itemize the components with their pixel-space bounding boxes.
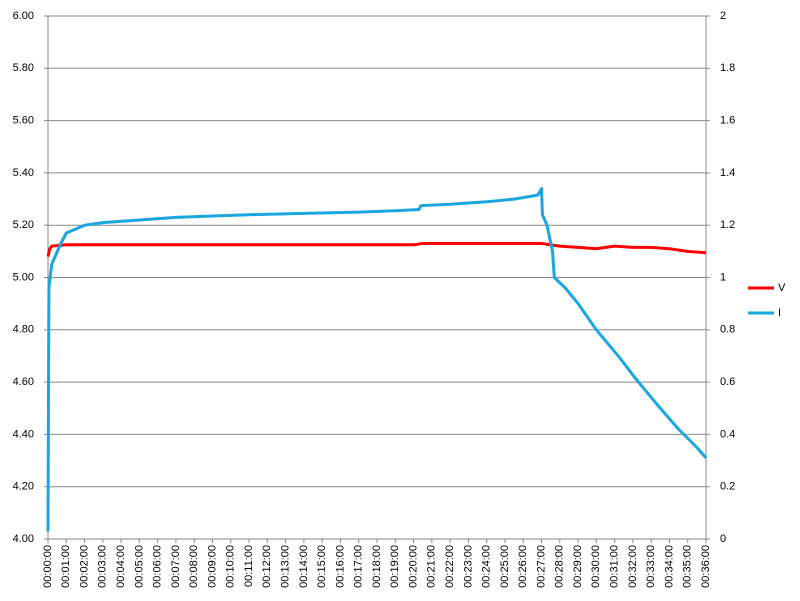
- x-tick-label: 00:14:00: [298, 545, 310, 588]
- y2-tick-label: 1.8: [720, 62, 735, 74]
- y-tick-label: 4.40: [13, 428, 34, 440]
- x-tick-label: 00:02:00: [78, 545, 90, 588]
- y2-tick-label: 0.2: [720, 481, 735, 493]
- x-tick-label: 00:13:00: [280, 545, 292, 588]
- y-tick-label: 5.80: [13, 62, 34, 74]
- legend-label: V: [778, 282, 786, 294]
- y-tick-label: 4.80: [13, 324, 34, 336]
- legend-label: I: [778, 307, 781, 319]
- y2-tick-label: 2: [720, 10, 726, 22]
- x-tick-label: 00:12:00: [261, 545, 273, 588]
- x-tick-label: 00:35:00: [682, 545, 694, 588]
- y-tick-label: 5.00: [13, 271, 34, 283]
- x-tick-label: 00:05:00: [133, 545, 145, 588]
- x-tick-label: 00:29:00: [572, 545, 584, 588]
- y2-tick-label: 1: [720, 271, 726, 283]
- y-tick-label: 4.60: [13, 376, 34, 388]
- x-tick-label: 00:01:00: [60, 545, 72, 588]
- x-tick-label: 00:21:00: [426, 545, 438, 588]
- x-tick-label: 00:17:00: [353, 545, 365, 588]
- x-tick-label: 00:33:00: [645, 545, 657, 588]
- x-tick-label: 00:32:00: [627, 545, 639, 588]
- y2-tick-label: 1.4: [720, 167, 735, 179]
- x-tick-label: 00:25:00: [499, 545, 511, 588]
- x-tick-label: 00:09:00: [206, 545, 218, 588]
- x-tick-label: 00:28:00: [554, 545, 566, 588]
- x-tick-label: 00:24:00: [481, 545, 493, 588]
- y2-tick-label: 0.4: [720, 428, 735, 440]
- y2-tick-label: 0.6: [720, 376, 735, 388]
- x-tick-label: 00:34:00: [663, 545, 675, 588]
- x-tick-label: 00:20:00: [407, 545, 419, 588]
- x-tick-label: 00:15:00: [316, 545, 328, 588]
- y-tick-label: 4.00: [13, 533, 34, 545]
- x-tick-label: 00:00:00: [42, 545, 54, 588]
- series-line: [46, 187, 708, 532]
- x-tick-label: 00:16:00: [334, 545, 346, 588]
- x-tick-label: 00:27:00: [535, 545, 547, 588]
- y2-tick-label: 1.6: [720, 115, 735, 127]
- x-tick-label: 00:04:00: [115, 545, 127, 588]
- x-tick-label: 00:11:00: [243, 545, 255, 587]
- x-tick-label: 00:08:00: [188, 545, 200, 588]
- x-tick-label: 00:10:00: [225, 545, 237, 588]
- x-tick-label: 00:23:00: [462, 545, 474, 588]
- y2-tick-label: 0: [720, 533, 726, 545]
- x-tick-label: 00:06:00: [152, 545, 164, 588]
- x-tick-label: 00:19:00: [389, 545, 401, 588]
- y-tick-label: 5.20: [13, 219, 34, 231]
- series-line: [46, 242, 707, 257]
- y-tick-label: 4.20: [13, 481, 34, 493]
- y-tick-label: 5.60: [13, 115, 34, 127]
- x-tick-label: 00:18:00: [371, 545, 383, 588]
- x-tick-label: 00:30:00: [590, 545, 602, 588]
- y2-tick-label: 1.2: [720, 219, 735, 231]
- x-tick-label: 00:22:00: [444, 545, 456, 588]
- y-tick-label: 6.00: [13, 10, 34, 22]
- x-tick-label: 00:26:00: [517, 545, 529, 588]
- y2-tick-label: 0.8: [720, 324, 735, 336]
- x-tick-label: 00:07:00: [170, 545, 182, 588]
- x-tick-label: 00:36:00: [700, 545, 712, 588]
- x-tick-label: 00:31:00: [609, 545, 621, 588]
- y-tick-label: 5.40: [13, 167, 34, 179]
- x-tick-label: 00:03:00: [97, 545, 109, 588]
